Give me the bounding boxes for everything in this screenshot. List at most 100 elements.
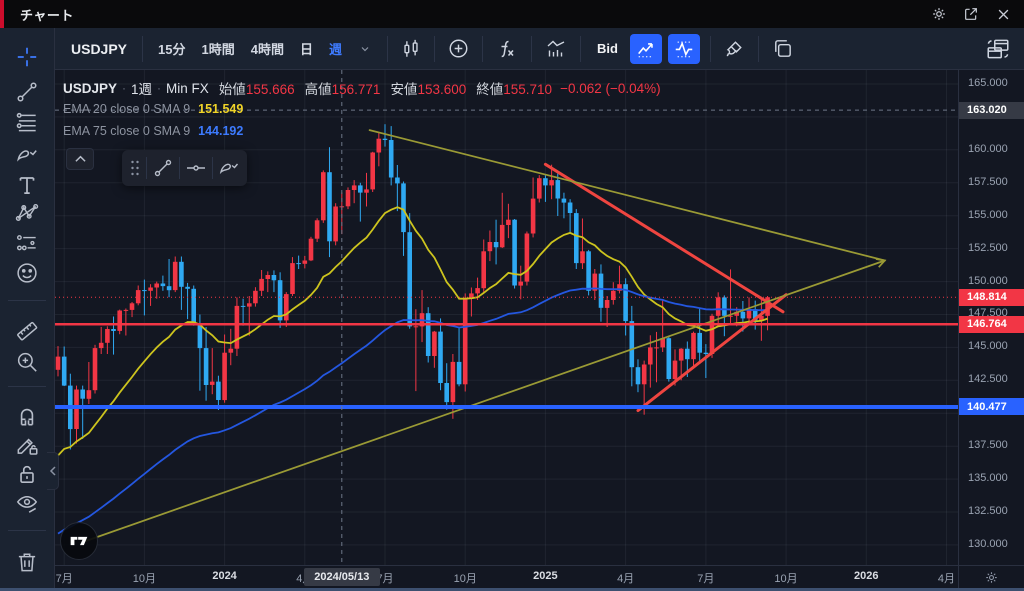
ruler-measure-icon[interactable] <box>11 315 43 347</box>
ema-20-line[interactable] <box>57 206 768 457</box>
tradingview-logo[interactable] <box>60 522 98 560</box>
remove-drawings-trash-icon[interactable] <box>11 546 43 578</box>
drawing-tools-sidebar <box>0 28 55 588</box>
price-tick: 152.500 <box>968 241 1008 254</box>
ema-75-line[interactable] <box>57 287 768 535</box>
float-horizontal-line-icon[interactable] <box>180 152 212 184</box>
price-tick: 142.500 <box>968 373 1008 386</box>
candles[interactable] <box>55 124 770 450</box>
price-axis[interactable]: 130.000132.500135.000137.500140.000142.5… <box>958 70 1024 565</box>
timeframe-button-1[interactable]: 1時間 <box>201 42 235 57</box>
emoji-tool-icon[interactable] <box>11 257 43 289</box>
text-tool-icon[interactable] <box>11 169 43 201</box>
time-axis[interactable]: 7月10月20244月7月10月20254月7月10月20264月2024/05… <box>55 565 958 588</box>
brush-tool-icon[interactable] <box>11 139 43 171</box>
timeframe-button-2[interactable]: 4時間 <box>250 42 284 57</box>
time-tick: 2025 <box>533 570 558 582</box>
time-tick: 10月 <box>774 573 798 585</box>
pulse-line-tool-button-active[interactable] <box>667 33 700 64</box>
drawing-long-ascending-olive[interactable] <box>84 259 886 542</box>
fib-retracement-tool-icon[interactable] <box>11 107 43 139</box>
price-tick: 130.000 <box>968 537 1008 550</box>
float-brush-icon[interactable] <box>213 152 245 184</box>
timeframe-button-0[interactable]: 15分 <box>158 42 186 57</box>
drawing-ascending-support[interactable] <box>636 293 788 413</box>
settings-gear-icon[interactable] <box>930 5 948 23</box>
lock-all-drawings-icon[interactable] <box>11 458 43 490</box>
timeframe-button-4[interactable]: 週 <box>328 42 342 57</box>
time-tick: 7月 <box>376 573 394 585</box>
time-tick: 10月 <box>453 573 477 585</box>
price-tick: 165.000 <box>968 77 1008 89</box>
crosshair-price-label: 163.020 <box>959 101 1024 119</box>
price-tick: 155.000 <box>968 208 1008 221</box>
axis-settings-gear-icon[interactable] <box>958 565 1024 588</box>
sidebar-collapse-handle[interactable] <box>47 452 59 490</box>
zoom-in-icon[interactable] <box>11 346 43 378</box>
price-tick: 160.000 <box>968 142 1008 155</box>
time-tick: 7月 <box>697 573 715 585</box>
drawing-long-descending-olive[interactable] <box>368 129 886 262</box>
legend-ema20-row[interactable]: EMA 20 close 0 SMA 9 151.549 <box>63 102 244 116</box>
timeframe-dropdown-chevron-icon[interactable] <box>350 34 380 64</box>
candle-style-button[interactable] <box>395 34 427 64</box>
time-tick: 10月 <box>132 573 156 585</box>
legend-timeframe: 1週 <box>131 82 153 97</box>
drawing-descending-resistance[interactable] <box>543 162 785 314</box>
compare-add-button[interactable] <box>442 34 475 64</box>
level-price-label: 140.477 <box>959 398 1024 416</box>
magnet-mode-icon[interactable] <box>11 400 43 432</box>
crosshair-tool-icon[interactable] <box>11 41 43 73</box>
copy-layout-button[interactable] <box>766 34 799 64</box>
price-tick: 145.000 <box>968 340 1008 353</box>
price-tick: 150.000 <box>968 274 1008 287</box>
floating-drawing-toolbar <box>122 150 247 186</box>
symbol-button[interactable]: USDJPY <box>71 40 128 57</box>
price-tick: 135.000 <box>968 472 1008 485</box>
trend-line-tool-icon[interactable] <box>11 76 43 108</box>
timeframe-group: 15分 1時間 4時間日週 <box>150 34 350 64</box>
legend-source: Min FX <box>166 80 209 96</box>
bid-button[interactable]: Bid <box>597 41 618 56</box>
time-tick: 4月 <box>617 573 635 585</box>
crosshair <box>55 70 958 565</box>
eraser-brush-button[interactable] <box>718 34 751 64</box>
legend-high: 高値156.771 <box>304 82 381 97</box>
indicators-fx-button[interactable] <box>490 34 524 64</box>
legend-collapse-button[interactable] <box>66 148 94 170</box>
legend-ema75-row[interactable]: EMA 75 close 0 SMA 9 144.192 <box>63 124 244 138</box>
drawing-mode-pencil-lock-icon[interactable] <box>11 429 43 461</box>
grid-lines <box>55 70 958 565</box>
time-tick: 7月 <box>55 573 73 585</box>
window-layout-button[interactable] <box>980 34 1016 64</box>
hide-drawings-eye-icon[interactable] <box>11 487 43 519</box>
legend-open: 始値155.666 <box>218 82 295 97</box>
price-tick: 132.500 <box>968 505 1008 518</box>
chart-toolbar: USDJPY 15分 1時間 4時間日週 Bid <box>55 28 1024 70</box>
chart-pane[interactable]: USDJPY · 1週 · Min FX 始値155.666 高値156.771… <box>55 70 958 565</box>
zigzag-line-tool-button-active[interactable] <box>629 33 662 64</box>
price-tick: 157.500 <box>968 175 1008 188</box>
current-price-label: 148.814 <box>959 288 1024 306</box>
timeframe-button-3[interactable]: 日 <box>299 42 313 57</box>
forecast-tool-icon[interactable] <box>11 227 43 259</box>
window-titlebar: チャート <box>0 0 1024 28</box>
legend-low: 安値153.600 <box>390 82 467 97</box>
close-icon[interactable] <box>994 5 1012 23</box>
price-tick: 137.500 <box>968 439 1008 452</box>
float-trend-line-icon[interactable] <box>147 152 179 184</box>
window-title: チャート <box>20 7 74 23</box>
level-price-label: 146.764 <box>959 315 1024 333</box>
bottom-edge-strip <box>0 588 1024 591</box>
legend-close: 終値155.710 <box>476 82 553 97</box>
open-external-icon[interactable] <box>962 5 980 23</box>
time-tick: 2026 <box>854 570 879 582</box>
xabcd-pattern-tool-icon[interactable] <box>11 197 43 229</box>
legend-change: −0.062 (−0.04%) <box>560 80 661 96</box>
legend-symbol[interactable]: USDJPY <box>63 80 118 96</box>
indicator-templates-button[interactable] <box>539 34 573 64</box>
chart-canvas[interactable] <box>55 70 958 565</box>
time-tick: 4月 <box>937 573 956 585</box>
ema75-value: 144.192 <box>198 124 244 138</box>
drag-handle-icon[interactable] <box>124 152 146 184</box>
